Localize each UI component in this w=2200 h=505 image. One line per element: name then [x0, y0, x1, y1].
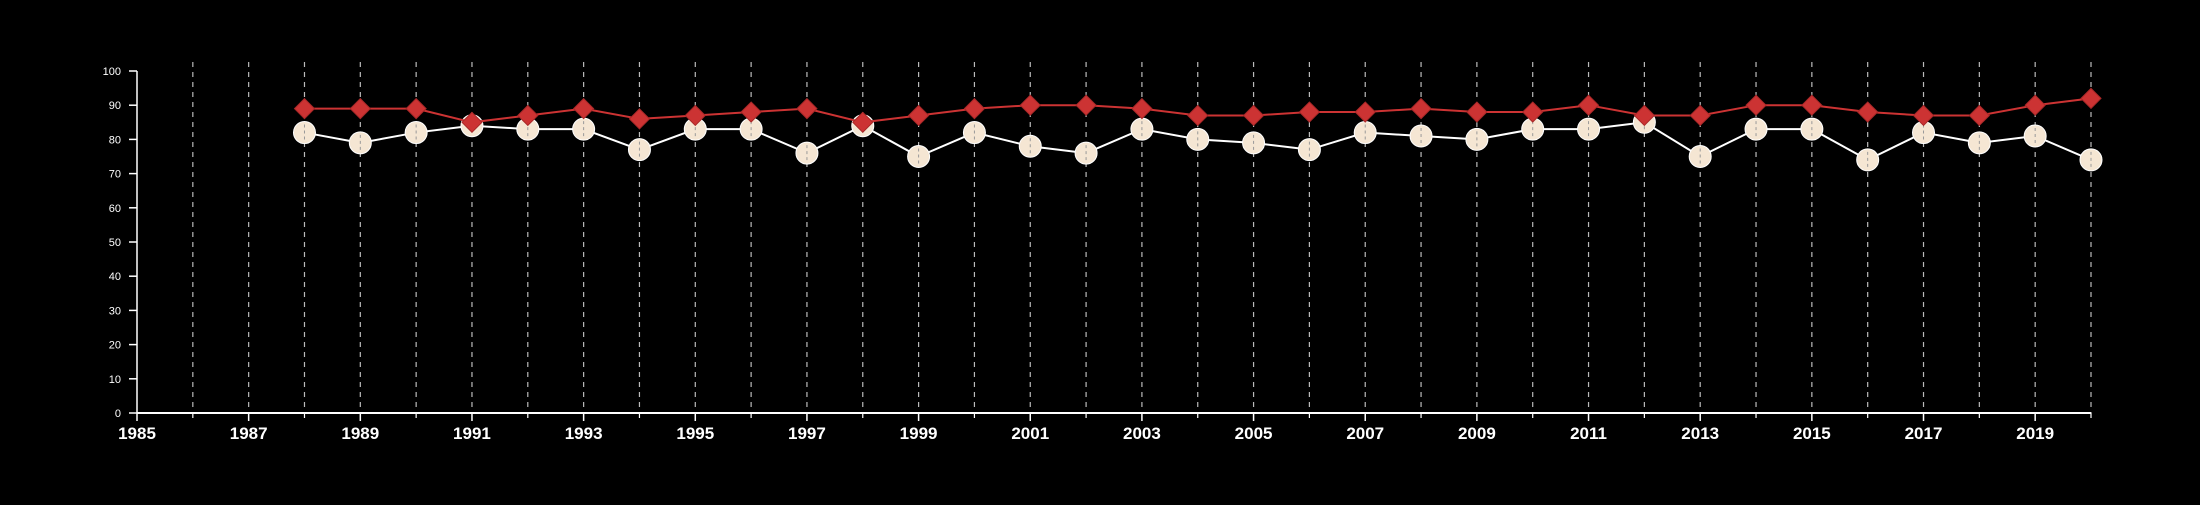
data-point-diamond	[1187, 104, 1209, 127]
data-point-diamond	[1745, 94, 1767, 116]
data-point-diamond	[963, 97, 986, 120]
data-point-diamond	[740, 101, 762, 123]
x-tick-label: 2015	[1793, 424, 1831, 443]
data-point-diamond	[1131, 97, 1153, 120]
y-tick-label: 100	[103, 66, 121, 78]
data-point-diamond	[796, 97, 818, 120]
y-tick-label: 40	[109, 271, 121, 283]
data-point-diamond	[684, 104, 706, 127]
x-tick-label: 1999	[900, 424, 938, 443]
x-tick-label: 2007	[1346, 424, 1384, 443]
x-tick-label: 2011	[1570, 424, 1607, 443]
x-tick-label: 1991	[453, 424, 491, 443]
x-tick-label: 1985	[118, 424, 156, 443]
y-tick-label: 50	[109, 237, 121, 249]
y-tick-label: 30	[109, 305, 121, 317]
data-point-diamond	[461, 111, 483, 134]
x-tick-label: 1987	[230, 424, 268, 443]
data-point-diamond	[517, 104, 539, 127]
y-tick-label: 70	[109, 169, 121, 181]
grid-layer	[192, 62, 2092, 413]
x-tick-label: 2013	[1681, 424, 1719, 443]
data-point-diamond	[1354, 101, 1376, 123]
data-point-diamond	[1633, 104, 1656, 127]
data-point-diamond	[572, 97, 595, 120]
data-point-diamond	[293, 97, 316, 120]
x-tick-label: 1993	[565, 424, 603, 443]
data-point-diamond	[1856, 101, 1879, 123]
data-point-diamond	[1410, 97, 1432, 120]
y-tick-label: 0	[115, 408, 121, 420]
data-point-diamond	[1075, 94, 1097, 116]
data-point-diamond	[349, 97, 372, 120]
data-point-diamond	[1298, 101, 1321, 123]
axis-layer: 0 10 20 30 40 50 60 70 80 90 100 1985 1987 1989 1991 19…	[103, 66, 2092, 443]
data-point-diamond	[1912, 104, 1935, 127]
y-tick-label: 80	[109, 134, 121, 146]
y-tick-label: 10	[109, 374, 121, 386]
data-point-diamond	[1801, 94, 1823, 116]
data-point-diamond	[907, 104, 930, 127]
x-tick-label: 2001	[1011, 424, 1049, 443]
x-tick-label: 2019	[2016, 424, 2054, 443]
x-tick-label: 2017	[1905, 424, 1943, 443]
data-point-diamond	[1577, 94, 1600, 116]
data-point-diamond	[405, 97, 427, 120]
y-tick-label: 60	[109, 203, 121, 215]
data-point-diamond	[628, 108, 651, 130]
y-tick-label: 90	[109, 100, 121, 112]
data-point-diamond	[2080, 87, 2102, 110]
x-tick-label: 2005	[1235, 424, 1273, 443]
data-point-diamond	[2024, 94, 2046, 116]
series-layer	[292, 87, 2103, 172]
data-point-diamond	[1522, 101, 1544, 123]
x-tick-label: 2009	[1458, 424, 1496, 443]
data-point-diamond	[1968, 104, 1991, 127]
x-tick-label: 2003	[1123, 424, 1161, 443]
x-tick-label: 1997	[788, 424, 826, 443]
y-tick-label: 20	[109, 340, 121, 352]
x-tick-label: 1995	[676, 424, 714, 443]
data-point-diamond	[852, 111, 874, 134]
x-tick-label: 1989	[341, 424, 379, 443]
data-point-diamond	[1019, 94, 1041, 116]
data-point-diamond	[1689, 104, 1711, 127]
data-point-diamond	[1466, 101, 1488, 123]
data-point-diamond	[1242, 104, 1265, 127]
